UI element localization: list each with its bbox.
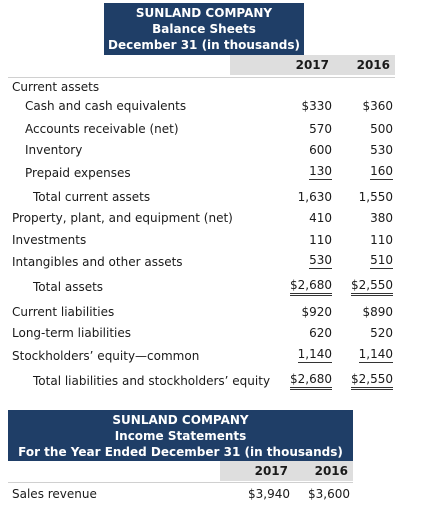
row-label: Total liabilities and stockholders’ equi… — [33, 374, 271, 388]
balance-year-2016: 2016 — [356, 58, 390, 72]
balance-year-2017: 2017 — [295, 58, 329, 72]
row-label: Cash and cash equivalents — [25, 99, 187, 113]
value-cell: 530 — [270, 253, 332, 269]
table-row: Total current assets 1,630 1,550 — [0, 188, 425, 208]
row-label: Stockholders’ equity—common — [12, 349, 200, 363]
value-2017: 530 — [309, 253, 332, 269]
value-cell: 510 — [331, 253, 393, 269]
value-cell: $2,680 — [270, 278, 332, 296]
value-2016: $2,550 — [351, 372, 393, 390]
balance-company-name: SUNLAND COMPANY — [135, 6, 273, 20]
table-row: Intangibles and other assets 530 510 — [0, 253, 425, 273]
row-label: Property, plant, and equipment (net) — [12, 211, 233, 225]
table-row: Total liabilities and stockholders’ equi… — [0, 372, 425, 392]
row-label: Prepaid expenses — [25, 166, 131, 180]
value-2017: 410 — [309, 211, 332, 225]
value-2017: $2,680 — [290, 278, 332, 296]
table-row: Accounts receivable (net) 570 500 — [0, 120, 425, 140]
income-statement-title: Income Statements — [114, 429, 247, 443]
value-2016: 110 — [370, 233, 393, 247]
value-cell: 130 — [270, 164, 332, 180]
income-company-name: SUNLAND COMPANY — [112, 413, 249, 427]
row-label: Investments — [12, 233, 87, 247]
row-label: Intangibles and other assets — [12, 255, 183, 269]
row-label: Long-term liabilities — [12, 326, 131, 340]
value-2017: 130 — [309, 164, 332, 180]
value-2017: $3,940 — [248, 487, 290, 501]
value-2016: 500 — [370, 122, 393, 136]
value-2016: 530 — [370, 143, 393, 157]
income-year-2016: 2016 — [314, 464, 348, 478]
row-label: Sales revenue — [12, 487, 97, 501]
row-label: Total assets — [33, 280, 104, 294]
table-row: Property, plant, and equipment (net) 410… — [0, 209, 425, 229]
value-2016: 1,140 — [358, 347, 393, 363]
row-label: Current assets — [12, 80, 100, 94]
value-2016: $890 — [362, 305, 393, 319]
value-2017: $2,680 — [290, 372, 332, 390]
value-2016: $3,600 — [308, 487, 350, 501]
income-year-2017: 2017 — [254, 464, 288, 478]
income-statement-header: SUNLAND COMPANY Income Statements For th… — [8, 410, 353, 461]
table-row: Investments 110 110 — [0, 231, 425, 251]
table-row: Cash and cash equivalents $330 $360 — [0, 97, 425, 117]
value-2017: 1,630 — [297, 190, 332, 204]
table-row: Inventory 600 530 — [0, 141, 425, 161]
income-year-header — [220, 461, 353, 481]
table-row: Current liabilities $920 $890 — [0, 303, 425, 323]
value-cell: 1,140 — [270, 347, 332, 363]
table-row: Prepaid expenses 130 160 — [0, 164, 425, 184]
balance-year-header — [230, 55, 395, 75]
balance-statement-title: Balance Sheets — [152, 22, 256, 36]
value-2017: 600 — [309, 143, 332, 157]
value-2017: $920 — [301, 305, 332, 319]
value-cell: $2,680 — [270, 372, 332, 390]
value-2016: $2,550 — [351, 278, 393, 296]
value-cell: 1,140 — [331, 347, 393, 363]
value-2016: 160 — [370, 164, 393, 180]
divider — [8, 77, 395, 78]
table-row: Current assets — [0, 78, 425, 98]
value-2016: 520 — [370, 326, 393, 340]
value-2017: 110 — [309, 233, 332, 247]
income-period: For the Year Ended December 31 (in thous… — [18, 445, 343, 459]
row-label: Current liabilities — [12, 305, 115, 319]
row-label: Total current assets — [33, 190, 151, 204]
value-2017: $330 — [301, 99, 332, 113]
row-label: Accounts receivable (net) — [25, 122, 179, 136]
balance-date: December 31 (in thousands) — [108, 38, 300, 52]
value-2017: 570 — [309, 122, 332, 136]
table-row: Sales revenue $3,940 $3,600 — [0, 485, 425, 505]
row-label: Inventory — [25, 143, 83, 157]
table-row: Total assets $2,680 $2,550 — [0, 278, 425, 298]
table-row: Long-term liabilities 620 520 — [0, 324, 425, 344]
value-2016: 510 — [370, 253, 393, 269]
value-2016: 380 — [370, 211, 393, 225]
divider — [8, 482, 353, 483]
balance-sheet-header: SUNLAND COMPANY Balance Sheets December … — [104, 3, 304, 55]
value-cell: $2,550 — [331, 278, 393, 296]
value-cell: 160 — [331, 164, 393, 180]
value-cell: $2,550 — [331, 372, 393, 390]
value-2016: 1,550 — [358, 190, 393, 204]
table-row: Stockholders’ equity—common 1,140 1,140 — [0, 347, 425, 367]
value-2017: 1,140 — [297, 347, 332, 363]
value-2017: 620 — [309, 326, 332, 340]
value-2016: $360 — [362, 99, 393, 113]
